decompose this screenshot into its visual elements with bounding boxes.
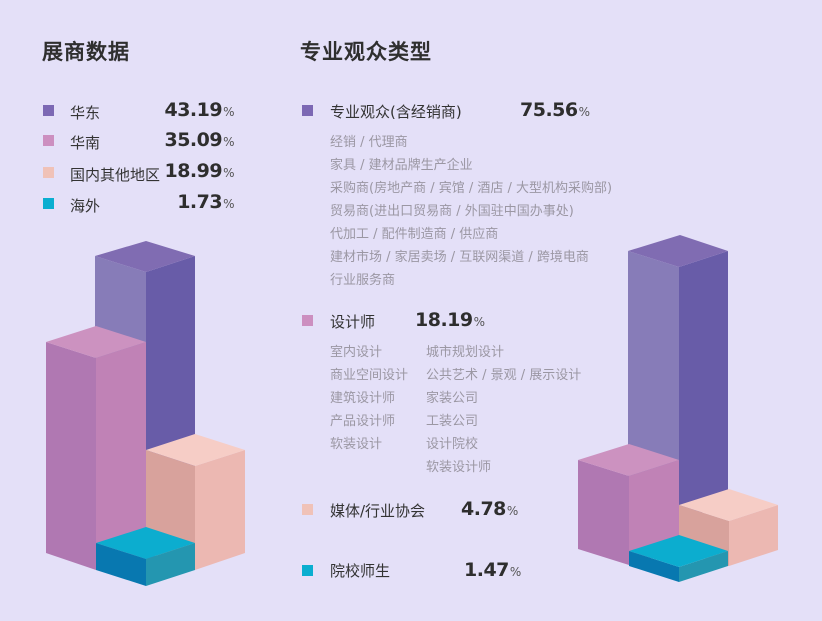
exhibitor-bar-chart xyxy=(46,241,245,586)
sub-item: 产品设计师 xyxy=(330,414,396,429)
legend-label: 专业观众(含经销商) xyxy=(330,103,462,121)
legend-label: 媒体/行业协会 xyxy=(330,502,426,520)
sub-item: 软装设计 xyxy=(330,437,383,452)
sub-item: 室内设计 xyxy=(330,345,383,360)
legend-label: 设计师 xyxy=(330,313,376,331)
legend-swatch-teal xyxy=(43,198,54,209)
legend-value: 75.56% xyxy=(520,99,590,121)
legend-label: 院校师生 xyxy=(330,562,391,580)
sub-item: 采购商(房地产商 / 宾馆 / 酒店 / 大型机构采购部) xyxy=(330,181,613,196)
sub-item: 设计院校 xyxy=(426,437,479,452)
audience-type-title: 专业观众类型 xyxy=(300,40,432,64)
bar-south-china xyxy=(46,326,146,570)
sub-item: 家具 / 建材品牌生产企业 xyxy=(330,158,473,173)
legend-swatch-purple xyxy=(302,105,313,116)
legend-swatch-peach xyxy=(302,504,313,515)
sub-item: 工装公司 xyxy=(426,414,479,429)
legend-value: 1.47% xyxy=(464,559,521,581)
legend-value: 4.78% xyxy=(461,498,518,520)
sub-item: 建材市场 / 家居卖场 / 互联网渠道 / 跨境电商 xyxy=(330,250,589,265)
sub-item: 行业服务商 xyxy=(330,273,396,288)
legend-label: 海外 xyxy=(70,197,101,215)
sub-item: 经销 / 代理商 xyxy=(330,135,408,150)
exhibitor-data-title: 展商数据 xyxy=(42,40,130,64)
legend-value: 43.19% xyxy=(164,99,234,121)
legend-swatch-pink xyxy=(302,315,313,326)
legend-swatch-teal xyxy=(302,565,313,576)
legend-value: 18.99% xyxy=(164,160,234,182)
sub-item: 软装设计师 xyxy=(426,460,492,475)
audience-bar-chart xyxy=(578,235,778,582)
bar-students xyxy=(629,535,728,582)
sub-item: 公共艺术 / 景观 / 展示设计 xyxy=(426,368,582,383)
legend-value: 1.73% xyxy=(177,191,234,213)
legend-label: 国内其他地区 xyxy=(70,166,161,184)
legend-label: 华东 xyxy=(70,104,101,122)
sub-item: 城市规划设计 xyxy=(426,345,505,360)
sub-item: 代加工 / 配件制造商 / 供应商 xyxy=(330,227,499,242)
legend-swatch-pink xyxy=(43,135,54,146)
legend-swatch-peach xyxy=(43,167,54,178)
legend-label: 华南 xyxy=(70,134,101,152)
sub-item: 建筑设计师 xyxy=(330,391,396,406)
sub-item: 商业空间设计 xyxy=(330,368,409,383)
legend-value: 18.19% xyxy=(415,309,485,331)
sub-item: 家装公司 xyxy=(426,391,479,406)
legend-value: 35.09% xyxy=(164,129,234,151)
legend-swatch-purple xyxy=(43,105,54,116)
bar-designers xyxy=(578,444,679,565)
sub-item: 贸易商(进出口贸易商 / 外国驻中国办事处) xyxy=(330,204,574,219)
bar-overseas xyxy=(96,527,195,586)
